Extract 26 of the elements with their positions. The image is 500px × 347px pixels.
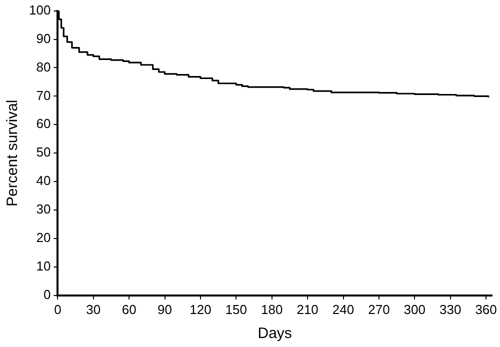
x-tick-label: 210 <box>296 302 318 317</box>
y-tick-label: 70 <box>36 88 51 103</box>
y-tick-label: 10 <box>36 258 51 274</box>
y-tick-label: 20 <box>36 230 51 246</box>
y-tick-label: 90 <box>36 30 51 46</box>
x-tick-label: 300 <box>404 302 426 317</box>
x-tick-label: 360 <box>475 302 497 317</box>
y-axis-title: Percent survival <box>4 100 22 206</box>
x-tick-label: 120 <box>190 302 212 317</box>
x-tick-label: 0 <box>54 302 62 317</box>
x-tick-label: 270 <box>368 302 390 317</box>
y-tick-label: 60 <box>36 116 51 132</box>
x-tick-label: 60 <box>122 302 136 317</box>
x-tick-label: 240 <box>332 302 354 317</box>
y-tick-label: 0 <box>43 286 51 302</box>
y-tick-label: 30 <box>36 202 51 217</box>
x-tick-label: 90 <box>158 302 172 317</box>
y-tick-label: 40 <box>36 173 51 188</box>
x-tick-label: 30 <box>86 302 101 317</box>
x-tick-label: 150 <box>225 302 248 317</box>
y-tick-label: 80 <box>36 59 51 74</box>
y-tick-label: 50 <box>36 144 51 160</box>
x-tick-label: 330 <box>440 302 462 317</box>
x-axis-title: Days <box>258 325 292 342</box>
x-tick-label: 180 <box>261 302 283 317</box>
y-tick-label: 100 <box>28 2 51 18</box>
